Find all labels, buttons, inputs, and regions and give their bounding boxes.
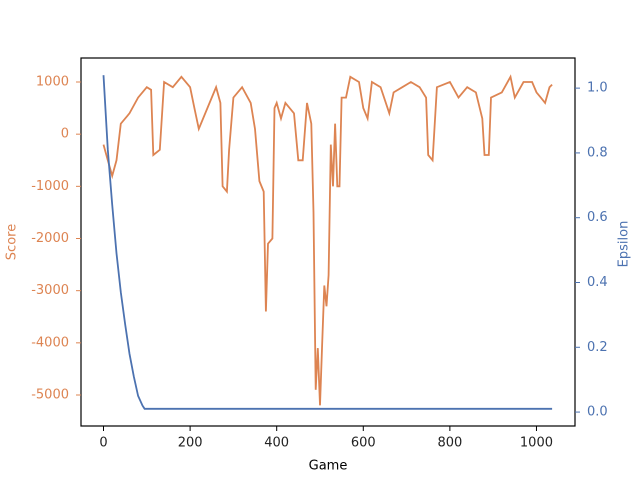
y2-tick-label: 0.2	[587, 340, 608, 355]
x-tick-label: 200	[178, 436, 203, 451]
y-tick-label: -3000	[31, 283, 69, 298]
y2-tick-label: 1.0	[587, 81, 608, 96]
y-tick-label: 0	[61, 127, 69, 142]
y2-tick-label: 0.8	[587, 145, 608, 160]
x-tick-label: 0	[99, 436, 107, 451]
series-line	[102, 75, 553, 410]
y-tick-label: -4000	[31, 335, 69, 350]
x-tick-label: 600	[351, 436, 376, 451]
y2-tick-label: 0.4	[587, 275, 608, 290]
y-tick-label: 1000	[36, 74, 69, 89]
y2-tick-label: 0.6	[587, 210, 608, 225]
x-axis-label: Game	[309, 459, 348, 474]
y2-tick-label: 0.0	[587, 405, 608, 420]
x-tick-label: 1000	[520, 436, 553, 451]
y2-axis-label: Epsilon	[617, 221, 632, 268]
y-axis-label: Score	[5, 224, 20, 260]
y-tick-label: -2000	[31, 231, 69, 246]
x-tick-label: 800	[437, 436, 462, 451]
y-tick-label: -5000	[31, 388, 69, 403]
series-line	[102, 74, 553, 406]
plot-frame	[80, 57, 576, 427]
y-tick-label: -1000	[31, 179, 69, 194]
x-tick-label: 400	[264, 436, 289, 451]
